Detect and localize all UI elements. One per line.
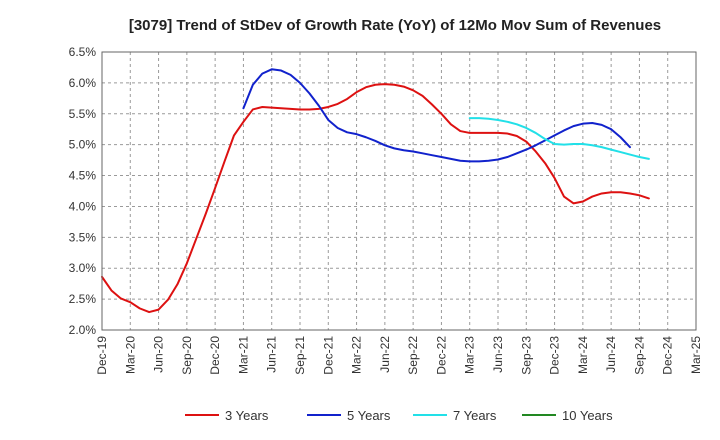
y-tick-label: 5.5% xyxy=(69,107,97,121)
x-tick-label: Dec-23 xyxy=(548,336,562,375)
x-tick-label: Mar-22 xyxy=(350,336,364,374)
legend-item: 7 Years xyxy=(413,408,497,423)
x-tick-label: Jun-21 xyxy=(265,336,279,373)
y-tick-label: 6.0% xyxy=(69,76,97,90)
legend-label: 7 Years xyxy=(453,408,497,423)
x-tick-label: Dec-20 xyxy=(208,336,222,375)
x-tick-label: Jun-23 xyxy=(491,336,505,373)
x-tick-label: Mar-25 xyxy=(689,336,703,374)
x-tick-label: Sep-22 xyxy=(406,336,420,375)
x-tick-label: Jun-24 xyxy=(604,336,618,373)
x-tick-label: Dec-22 xyxy=(434,336,448,375)
legend-item: 5 Years xyxy=(307,408,391,423)
series-lines xyxy=(101,68,650,314)
y-axis-ticks: 2.0% 2.5% 3.0% 3.5% 4.0% 4.5% 5.0% 5.5% 6.0% 6.5% xyxy=(69,45,97,337)
series-line-3-years xyxy=(101,83,650,314)
y-tick-label: 2.0% xyxy=(69,323,97,337)
y-tick-label: 3.0% xyxy=(69,261,97,275)
series-line-5-years xyxy=(242,68,631,163)
x-tick-label: Sep-24 xyxy=(632,336,646,375)
x-tick-label: Sep-21 xyxy=(293,336,307,375)
x-tick-label: Sep-23 xyxy=(519,336,533,375)
legend-item: 3 Years xyxy=(185,408,269,423)
x-tick-label: Jun-22 xyxy=(378,336,392,373)
x-tick-label: Mar-21 xyxy=(236,336,250,374)
legend-label: 3 Years xyxy=(225,408,269,423)
legend-label: 10 Years xyxy=(562,408,613,423)
y-tick-label: 4.5% xyxy=(69,169,97,183)
x-tick-label: Mar-23 xyxy=(463,336,477,374)
x-tick-label: Dec-19 xyxy=(95,336,109,375)
series-line-7-years xyxy=(468,117,650,160)
y-tick-label: 6.5% xyxy=(69,45,97,59)
y-tick-label: 5.0% xyxy=(69,138,97,152)
plot-frame xyxy=(101,51,697,331)
y-tick-label: 4.0% xyxy=(69,199,97,213)
grid xyxy=(102,52,696,330)
x-tick-label: Dec-24 xyxy=(661,336,675,375)
x-tick-label: Mar-20 xyxy=(123,336,137,374)
x-tick-label: Sep-20 xyxy=(180,336,194,375)
chart-title: [3079] Trend of StDev of Growth Rate (Yo… xyxy=(129,17,661,34)
legend-item: 10 Years xyxy=(522,408,613,423)
x-tick-label: Mar-24 xyxy=(576,336,590,374)
legend: 3 Years 5 Years 7 Years 10 Years xyxy=(185,408,613,423)
legend-label: 5 Years xyxy=(347,408,391,423)
x-tick-label: Dec-21 xyxy=(321,336,335,375)
y-tick-label: 3.5% xyxy=(69,230,97,244)
x-tick-label: Jun-20 xyxy=(152,336,166,373)
y-tick-label: 2.5% xyxy=(69,292,97,306)
x-axis-ticks: Dec-19 Mar-20 Jun-20 Sep-20 Dec-20 Mar-21 Jun-… xyxy=(95,336,703,375)
